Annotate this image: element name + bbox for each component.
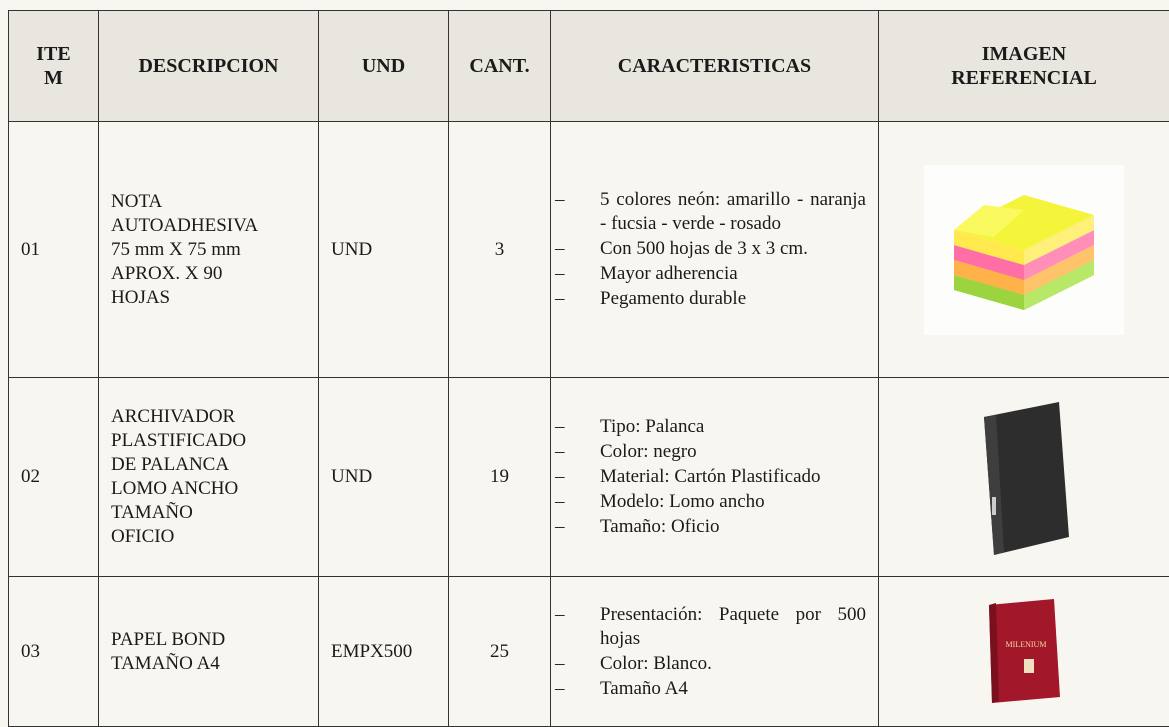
description-line: PLASTIFICADO [111, 429, 306, 453]
svg-text:MILENIUM: MILENIUM [1006, 640, 1047, 649]
item-number: 02 [9, 378, 99, 577]
feature-text: Mayor adherencia [600, 262, 866, 286]
header-text: DESCRIPCION [111, 54, 306, 78]
feature-item: –Modelo: Lomo ancho [551, 490, 866, 514]
feature-item: –Material: Cartón Plastificado [551, 465, 866, 489]
feature-text: Material: Cartón Plastificado [600, 465, 866, 489]
description-line: LOMO ANCHO [111, 477, 306, 501]
quantity-cell: 25 [449, 577, 551, 727]
header-text: M [21, 66, 86, 90]
feature-item: –Pegamento durable [551, 287, 866, 311]
bullet: – [551, 415, 600, 439]
item-number: 01 [9, 122, 99, 378]
feature-text: Tamaño: Oficio [600, 515, 866, 539]
feature-text: Color: negro [600, 440, 866, 464]
feature-text: Presentación: Paquete por 500 hojas [600, 603, 866, 651]
header-cell: CANT. [449, 11, 551, 122]
feature-text: Modelo: Lomo ancho [600, 490, 866, 514]
feature-item: –Tipo: Palanca [551, 415, 866, 439]
description-line: TAMAÑO [111, 501, 306, 525]
bullet: – [551, 490, 600, 514]
image-wrap: MILENIUM [891, 597, 1157, 707]
description-line: APROX. X 90 [111, 262, 306, 286]
image-cell [879, 378, 1169, 577]
header-text: ITE [21, 42, 86, 66]
quantity-cell: 3 [449, 122, 551, 378]
image-wrap [891, 397, 1157, 557]
bullet: – [551, 287, 600, 311]
bullet: – [551, 262, 600, 286]
feature-item: –Tamaño: Oficio [551, 515, 866, 539]
description-line: 75 mm X 75 mm [111, 238, 306, 262]
header-text: CANT. [461, 54, 538, 78]
sticky-notes-image [924, 165, 1124, 335]
features-cell: –5 colores neón: amarillo - naranja - fu… [551, 122, 879, 378]
unit-cell: UND [319, 122, 449, 378]
header-text: REFERENCIAL [891, 66, 1157, 90]
unit-cell: EMPX500 [319, 577, 449, 727]
header-cell: CARACTERISTICAS [551, 11, 879, 122]
description-line: NOTA [111, 190, 306, 214]
description-line: DE PALANCA [111, 453, 306, 477]
header-text: IMAGEN [891, 42, 1157, 66]
features-cell: –Tipo: Palanca–Color: negro–Material: Ca… [551, 378, 879, 577]
bullet: – [551, 188, 600, 236]
description-line: AUTOADHESIVA [111, 214, 306, 238]
features-cell: –Presentación: Paquete por 500 hojas–Col… [551, 577, 879, 727]
header-cell: UND [319, 11, 449, 122]
bullet: – [551, 515, 600, 539]
feature-item: –Tamaño A4 [551, 677, 866, 701]
image-cell: MILENIUM [879, 577, 1169, 727]
unit-cell: UND [319, 378, 449, 577]
header-text: CARACTERISTICAS [563, 54, 866, 78]
item-number: 03 [9, 577, 99, 727]
bullet: – [551, 652, 600, 676]
feature-item: –Con 500 hojas de 3 x 3 cm. [551, 237, 866, 261]
quantity-cell: 19 [449, 378, 551, 577]
description-line: HOJAS [111, 286, 306, 310]
description-line: TAMAÑO A4 [111, 652, 306, 676]
feature-item: –5 colores neón: amarillo - naranja - fu… [551, 188, 866, 236]
bullet: – [551, 237, 600, 261]
header-text: UND [331, 54, 436, 78]
feature-text: Tamaño A4 [600, 677, 866, 701]
description-line: PAPEL BOND [111, 628, 306, 652]
feature-text: Pegamento durable [600, 287, 866, 311]
feature-text: Con 500 hojas de 3 x 3 cm. [600, 237, 866, 261]
bullet: – [551, 465, 600, 489]
image-cell [879, 122, 1169, 378]
feature-text: Tipo: Palanca [600, 415, 866, 439]
bullet: – [551, 603, 600, 651]
feature-text: Color: Blanco. [600, 652, 866, 676]
feature-text: 5 colores neón: amarillo - naranja - fuc… [600, 188, 866, 236]
description-line: OFICIO [111, 525, 306, 549]
paper-pack-image: MILENIUM [984, 597, 1064, 707]
feature-item: –Color: negro [551, 440, 866, 464]
image-wrap [891, 165, 1157, 335]
feature-item: –Mayor adherencia [551, 262, 866, 286]
description-line: ARCHIVADOR [111, 405, 306, 429]
bullet: – [551, 677, 600, 701]
bullet: – [551, 440, 600, 464]
binder-image [974, 397, 1074, 557]
header-cell: DESCRIPCION [99, 11, 319, 122]
feature-item: –Color: Blanco. [551, 652, 866, 676]
feature-item: –Presentación: Paquete por 500 hojas [551, 603, 866, 651]
